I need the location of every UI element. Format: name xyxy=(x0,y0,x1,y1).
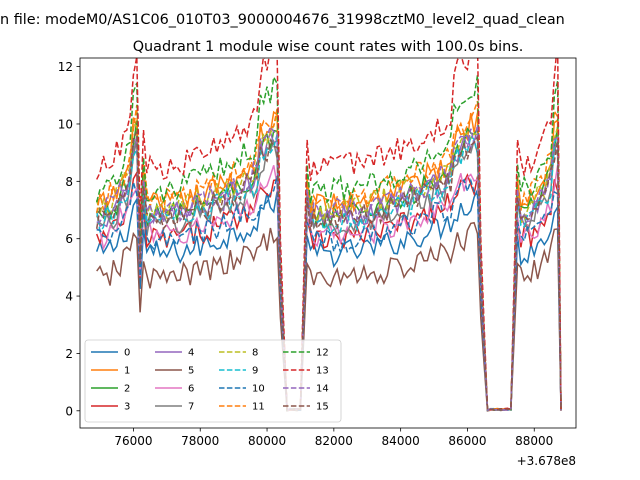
y-tick-label: 12 xyxy=(58,60,73,74)
legend-label-4: 4 xyxy=(188,348,194,359)
x-tick-label: 76000 xyxy=(114,434,152,448)
legend-label-3: 3 xyxy=(124,402,130,413)
legend-label-9: 9 xyxy=(252,366,258,377)
legend-label-6: 6 xyxy=(188,384,194,395)
x-tick-label: 86000 xyxy=(448,434,486,448)
legend-label-15: 15 xyxy=(316,402,329,413)
legend-label-11: 11 xyxy=(252,402,265,413)
x-tick-label: 78000 xyxy=(181,434,219,448)
legend-label-5: 5 xyxy=(188,366,194,377)
legend-label-12: 12 xyxy=(316,348,329,359)
y-tick-label: 0 xyxy=(65,404,73,418)
legend-label-1: 1 xyxy=(124,366,130,377)
x-axis: 76000 78000 80000 82000 84000 86000 88000 xyxy=(114,428,553,448)
x-tick-label: 80000 xyxy=(248,434,286,448)
x-tick-label: 84000 xyxy=(382,434,420,448)
y-axis: 0 2 4 6 8 10 12 xyxy=(58,60,80,418)
legend-label-13: 13 xyxy=(316,366,329,377)
y-tick-label: 2 xyxy=(65,347,73,361)
x-tick-label: 88000 xyxy=(515,434,553,448)
legend-label-14: 14 xyxy=(316,384,329,395)
series-group xyxy=(95,58,562,412)
x-tick-label: 82000 xyxy=(315,434,353,448)
y-tick-label: 10 xyxy=(58,117,73,131)
series-line-5 xyxy=(96,221,562,412)
chart-suptitle: n file: modeM0/AS1C06_010T03_9000004676_… xyxy=(0,12,565,28)
legend-label-8: 8 xyxy=(252,348,258,359)
series-line-14 xyxy=(96,124,562,411)
y-tick-label: 8 xyxy=(65,175,73,189)
series-line-13 xyxy=(96,58,562,411)
axes-frame xyxy=(79,57,577,429)
series-line-15 xyxy=(95,129,562,411)
series-line-10 xyxy=(96,175,562,412)
x-offset-text: +3.678e8 xyxy=(517,454,576,468)
legend-label-0: 0 xyxy=(124,348,130,359)
legend-label-2: 2 xyxy=(124,384,130,395)
legend-box xyxy=(84,339,342,423)
legend-label-10: 10 xyxy=(252,384,265,395)
y-tick-label: 4 xyxy=(65,290,73,304)
plot-area: 76000 78000 80000 82000 84000 86000 88000 0 2 4 6… xyxy=(58,57,577,468)
legend-label-7: 7 xyxy=(188,402,194,413)
chart-title: Quadrant 1 module wise count rates with … xyxy=(133,39,524,55)
y-tick-label: 6 xyxy=(65,232,73,246)
